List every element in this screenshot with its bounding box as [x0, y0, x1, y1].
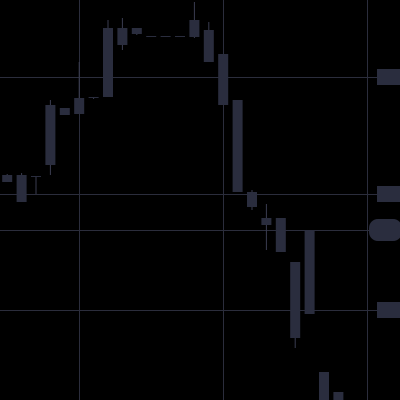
candle-body: [290, 262, 301, 338]
candle-body: [2, 175, 13, 182]
candle-body: [74, 98, 85, 114]
candle-body: [218, 54, 229, 105]
candle-body: [319, 372, 329, 400]
price-label-badge: [377, 69, 400, 85]
current-price-badge: [369, 219, 400, 241]
candle-body: [16, 175, 27, 202]
candle-body: [88, 97, 99, 98]
price-label-badge: [377, 302, 400, 318]
candle-body: [131, 28, 142, 34]
candle-body: [146, 36, 157, 37]
candle-body: [275, 218, 286, 252]
candle-body: [304, 230, 315, 314]
candle-body: [189, 20, 200, 37]
candle-body: [160, 36, 171, 37]
candle-body: [117, 28, 128, 45]
candle-body: [31, 176, 41, 177]
candle-body: [59, 108, 70, 115]
candle-body: [247, 192, 257, 207]
candle-body: [203, 30, 214, 62]
candle-body: [103, 28, 113, 97]
candle-body: [45, 105, 56, 165]
candle-body: [333, 392, 344, 400]
price-label-badge: [377, 186, 400, 202]
candle-body: [261, 218, 272, 225]
candle-body: [232, 100, 243, 192]
candle-body: [175, 36, 185, 37]
